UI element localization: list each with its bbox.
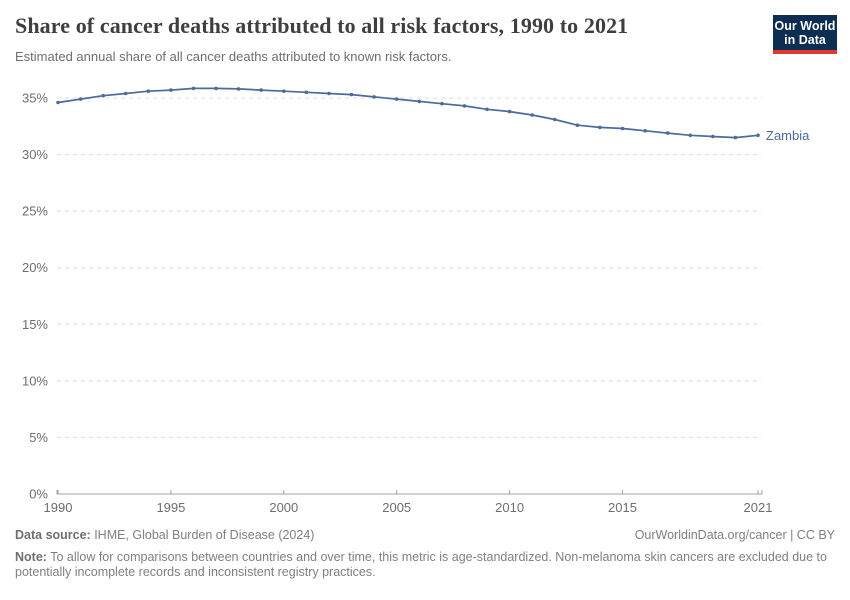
data-point [688, 133, 693, 138]
y-axis-label: 15% [22, 317, 48, 332]
line-chart: 0% 5% 10% 15% 20% 25% 30% 35% 1990 1995 2000 2005 20… [22, 86, 810, 515]
x-axis-label: 2000 [269, 500, 298, 515]
data-point [101, 93, 105, 98]
data-point [417, 99, 422, 104]
data-point [123, 91, 128, 96]
x-axis-label: 2005 [382, 500, 411, 515]
attribution-link[interactable]: OurWorldinData.org/cancer | CC BY [634, 528, 835, 542]
data-point [711, 134, 715, 139]
data-point [304, 90, 309, 95]
data-source: Data source: IHME, Global Burden of Dise… [15, 528, 314, 544]
data-point [327, 91, 331, 96]
data-point [259, 88, 264, 92]
data-point [440, 101, 444, 106]
y-axis-label: 10% [22, 373, 48, 388]
data-point [372, 95, 376, 99]
owid-logo-line2: in Data [784, 33, 826, 47]
data-point [78, 97, 83, 101]
data-point [214, 86, 218, 91]
series-line [57, 87, 759, 139]
data-point [598, 125, 602, 130]
data-point [530, 113, 534, 117]
data-point [665, 131, 670, 135]
data-point [146, 89, 151, 93]
x-axis-label: 2021 [744, 500, 773, 515]
data-point [191, 86, 196, 91]
x-axis-label: 1990 [44, 500, 73, 515]
y-axis-label: 30% [22, 147, 48, 162]
data-point [643, 129, 647, 133]
y-axis-label: 5% [29, 430, 48, 445]
data-point [394, 97, 399, 101]
series-end-label: Zambia [766, 128, 810, 143]
data-point [282, 89, 286, 93]
chart-subtitle: Estimated annual share of all cancer dea… [15, 49, 452, 64]
y-axis-label: 20% [22, 260, 48, 275]
data-point [349, 92, 354, 97]
data-point [56, 100, 60, 105]
owid-logo[interactable]: Our World in Data [773, 15, 837, 54]
data-point [733, 135, 738, 140]
data-point [620, 126, 625, 131]
data-point [462, 104, 467, 108]
data-point [169, 88, 173, 92]
x-axis-label: 1995 [156, 500, 185, 515]
data-point [507, 109, 512, 114]
page-title: Share of cancer deaths attributed to all… [15, 13, 629, 38]
owid-logo-line1: Our World [774, 19, 836, 33]
data-point [485, 107, 489, 112]
note-label: Note: [15, 549, 47, 564]
y-axis-label: 0% [29, 487, 48, 502]
data-source-label: Data source: [15, 528, 91, 542]
y-axis-label: 35% [22, 91, 48, 106]
y-axis-label: 25% [22, 204, 48, 219]
chart-footer: Data source: IHME, Global Burden of Dise… [15, 528, 835, 581]
data-point [575, 123, 580, 127]
data-point [756, 133, 760, 138]
data-point [553, 117, 557, 122]
chart-note: Note: To allow for comparisons between c… [15, 550, 827, 581]
data-source-text: IHME, Global Burden of Disease (2024) [90, 528, 315, 542]
x-axis-label: 2015 [608, 500, 637, 515]
note-text: To allow for comparisons between countri… [15, 549, 827, 580]
data-point [236, 87, 241, 91]
x-axis-label: 2010 [495, 500, 524, 515]
